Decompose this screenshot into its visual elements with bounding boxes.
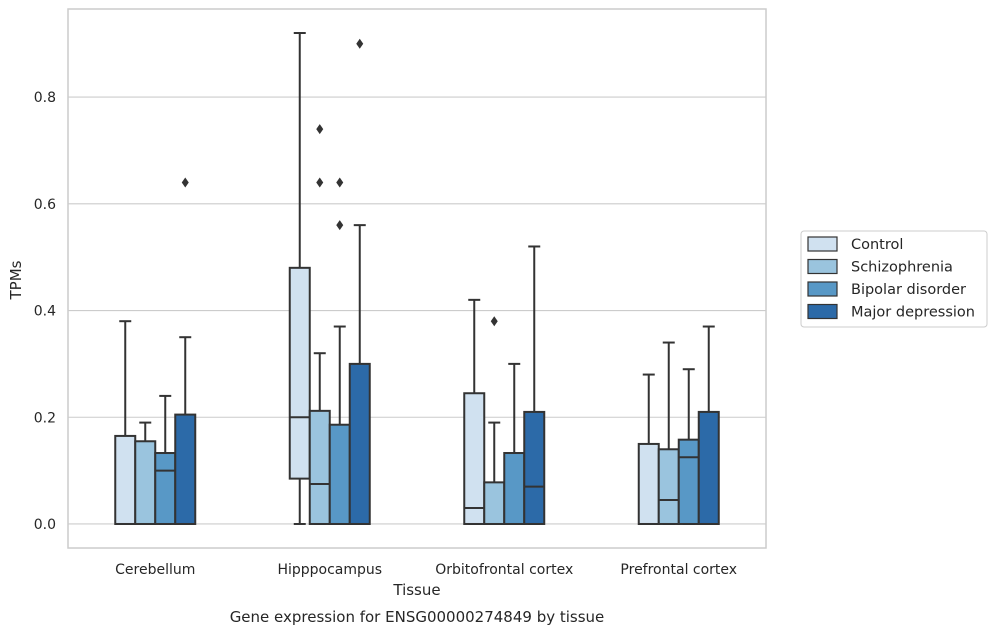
series-major-depression — [174, 38, 720, 525]
y-tick-label: 0.0 — [34, 517, 56, 533]
box-iqr — [697, 410, 720, 525]
box-iqr — [677, 438, 700, 525]
outlier-point — [316, 124, 324, 135]
y-tick-label: 0.6 — [34, 197, 56, 213]
box — [174, 177, 197, 525]
box-iqr — [114, 434, 137, 525]
legend-label: Schizophrenia — [851, 260, 953, 276]
box-iqr — [288, 266, 311, 480]
legend-swatch — [807, 303, 838, 320]
box-iqr — [348, 362, 371, 525]
box — [308, 124, 331, 525]
legend-swatch — [807, 258, 838, 275]
x-tick-label: Prefrontal cortex — [620, 562, 737, 578]
legend-frame — [800, 230, 988, 328]
y-axis-label: TPMs — [7, 260, 25, 300]
legend-swatch — [807, 236, 838, 252]
legend-label: Major depression — [851, 305, 975, 321]
box — [288, 32, 311, 525]
box-iqr — [483, 481, 506, 525]
legend-label: Control — [851, 237, 903, 253]
box-series — [114, 32, 720, 525]
outlier-point — [356, 38, 364, 49]
box-iqr — [637, 442, 660, 525]
series-schizophrenia — [134, 124, 680, 525]
box-iqr — [308, 409, 331, 525]
box — [328, 177, 351, 525]
box-iqr — [523, 410, 546, 525]
box-iqr — [154, 452, 177, 525]
box-iqr — [328, 423, 351, 525]
legend-item: Bipolar disorder — [807, 281, 966, 298]
y-tick-label: 0.8 — [34, 90, 56, 106]
legend-item: Schizophrenia — [807, 258, 953, 276]
chart-caption: Gene expression for ENSG00000274849 by t… — [230, 608, 605, 626]
box — [523, 245, 546, 525]
legend-item: Control — [807, 236, 903, 253]
legend-item: Major depression — [807, 303, 975, 321]
box — [463, 298, 486, 525]
box-iqr — [174, 413, 197, 525]
box-iqr — [134, 440, 157, 525]
outlier-point — [336, 177, 344, 188]
x-tick-label: Cerebellum — [115, 562, 195, 578]
y-tick-label: 0.4 — [34, 304, 56, 320]
x-tick-label: Orbitofrontal cortex — [435, 562, 573, 578]
box — [483, 316, 506, 525]
legend-entries: Control Schizophrenia Bipolar disorder Majo… — [807, 236, 975, 321]
box-iqr — [463, 392, 486, 525]
box — [697, 325, 720, 525]
outlier-point — [490, 316, 498, 327]
plot-frame — [67, 8, 767, 549]
box — [657, 341, 680, 525]
legend-label: Bipolar disorder — [851, 282, 966, 298]
box — [677, 368, 700, 525]
box-iqr — [657, 448, 680, 525]
legend: Control Schizophrenia Bipolar disorder Majo… — [800, 230, 988, 328]
legend-swatch — [807, 281, 838, 297]
box — [348, 38, 371, 525]
series-control — [114, 32, 660, 525]
box — [114, 320, 137, 525]
outlier-point — [336, 220, 344, 231]
box — [637, 373, 660, 525]
x-axis-label: Tissue — [392, 581, 440, 599]
axis-ticks: 0.0 0.2 0.4 0.6 0.8 Cerebellum Hipppocampus Orb… — [34, 90, 737, 578]
outlier-point — [181, 177, 189, 188]
y-tick-label: 0.2 — [34, 410, 56, 426]
box-iqr — [503, 452, 526, 525]
outlier-point — [316, 177, 324, 188]
x-tick-label: Hipppocampus — [277, 562, 382, 578]
